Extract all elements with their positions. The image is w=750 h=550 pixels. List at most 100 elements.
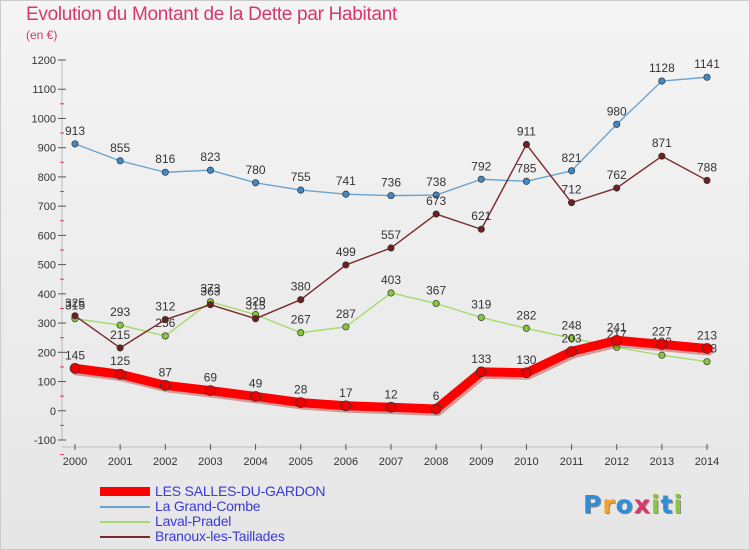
legend: LES SALLES-DU-GARDON La Grand-Combe Laval-… [100,484,400,544]
data-label: 367 [426,283,446,297]
data-point [252,315,260,323]
legend-item: Laval-Pradel [100,514,400,529]
x-tick-label: 2011 [560,456,584,468]
logo-letter: r [602,490,616,519]
y-tick-label: 300 [38,318,56,330]
logo-letter: i [651,490,661,519]
data-label: 282 [516,308,536,322]
x-tick-label: 2001 [108,456,132,468]
legend-swatch [100,535,150,538]
x-tick-label: 2012 [604,456,628,468]
data-point [71,140,79,148]
data-label: 69 [204,371,218,385]
data-point [161,332,169,340]
data-label: 1141 [694,57,720,71]
data-label: 621 [471,209,491,223]
data-label: 755 [291,170,311,184]
data-point [116,344,124,352]
data-label: 6 [433,389,440,403]
data-point [114,368,126,380]
logo-letter: x [633,490,651,519]
data-label: 557 [381,228,401,242]
data-point [613,184,621,192]
x-tick-label: 2005 [288,456,312,468]
x-tick-label: 2007 [379,456,403,468]
data-point [658,77,666,85]
data-label: 762 [607,168,627,182]
data-point [568,199,576,207]
data-label: 712 [562,183,582,197]
y-tick-label: 1200 [32,55,56,67]
data-point [477,225,485,233]
data-point [432,210,440,218]
data-label: 363 [200,285,220,299]
data-label: 315 [65,299,85,313]
y-tick-label: 800 [38,172,56,184]
data-point [613,120,621,128]
data-label: 12 [384,387,398,401]
data-point [656,339,668,350]
y-tick-label: 600 [38,230,56,242]
data-label: 315 [246,299,266,313]
legend-label: Laval-Pradel [155,513,232,529]
data-point [703,73,711,81]
data-point [522,140,530,149]
data-point [161,168,169,176]
logo-letter: o [615,490,634,519]
data-point [475,366,487,378]
data-point [522,324,530,332]
data-label: 325 [65,296,85,310]
x-tick-label: 2006 [334,456,358,468]
legend-label: Branoux-les-Taillades [155,528,285,544]
logo-letter: t [660,490,674,519]
data-point [566,346,577,357]
data-point [477,175,485,183]
legend-label: La Grand-Combe [155,498,261,514]
data-point [340,400,352,412]
data-point [521,367,532,379]
data-label: 329 [246,295,266,309]
data-label: 380 [291,280,311,294]
data-label: 293 [110,305,130,319]
legend-swatch [100,487,150,496]
data-label: 823 [200,150,220,164]
data-point [116,321,124,329]
data-label: 736 [381,176,401,190]
x-tick-label: 2000 [63,456,87,468]
data-label: 780 [246,163,266,177]
data-point [297,186,305,194]
data-point [430,403,442,415]
x-tick-label: 2002 [153,456,177,468]
data-label: 792 [471,159,491,173]
x-tick-label: 2013 [650,456,674,468]
data-label: 1128 [649,61,675,75]
data-label: 738 [426,175,446,189]
legend-item: Branoux-les-Taillades [100,529,400,544]
data-label: 816 [155,152,175,166]
x-tick-label: 2003 [198,456,222,468]
data-point [161,316,169,324]
y-tick-label: 700 [38,201,56,213]
x-tick-label: 2008 [424,456,448,468]
data-label: 312 [155,300,175,314]
data-point [611,334,623,346]
data-point [522,177,530,185]
x-tick-label: 2009 [469,456,493,468]
legend-item: LES SALLES-DU-GARDON [100,484,400,499]
x-tick-label: 2014 [695,456,719,468]
data-label: 741 [336,174,356,188]
data-label: 28 [294,383,308,397]
data-label: 871 [652,136,672,150]
data-point [206,301,214,309]
legend-label: LES SALLES-DU-GARDON [155,483,326,499]
data-point [387,289,395,297]
data-point [477,313,485,322]
data-label: 213 [697,329,717,343]
data-label: 241 [607,320,627,334]
data-point [658,351,666,359]
legend-item: La Grand-Combe [100,499,400,514]
legend-swatch [100,505,150,508]
y-tick-label: 200 [38,347,56,359]
